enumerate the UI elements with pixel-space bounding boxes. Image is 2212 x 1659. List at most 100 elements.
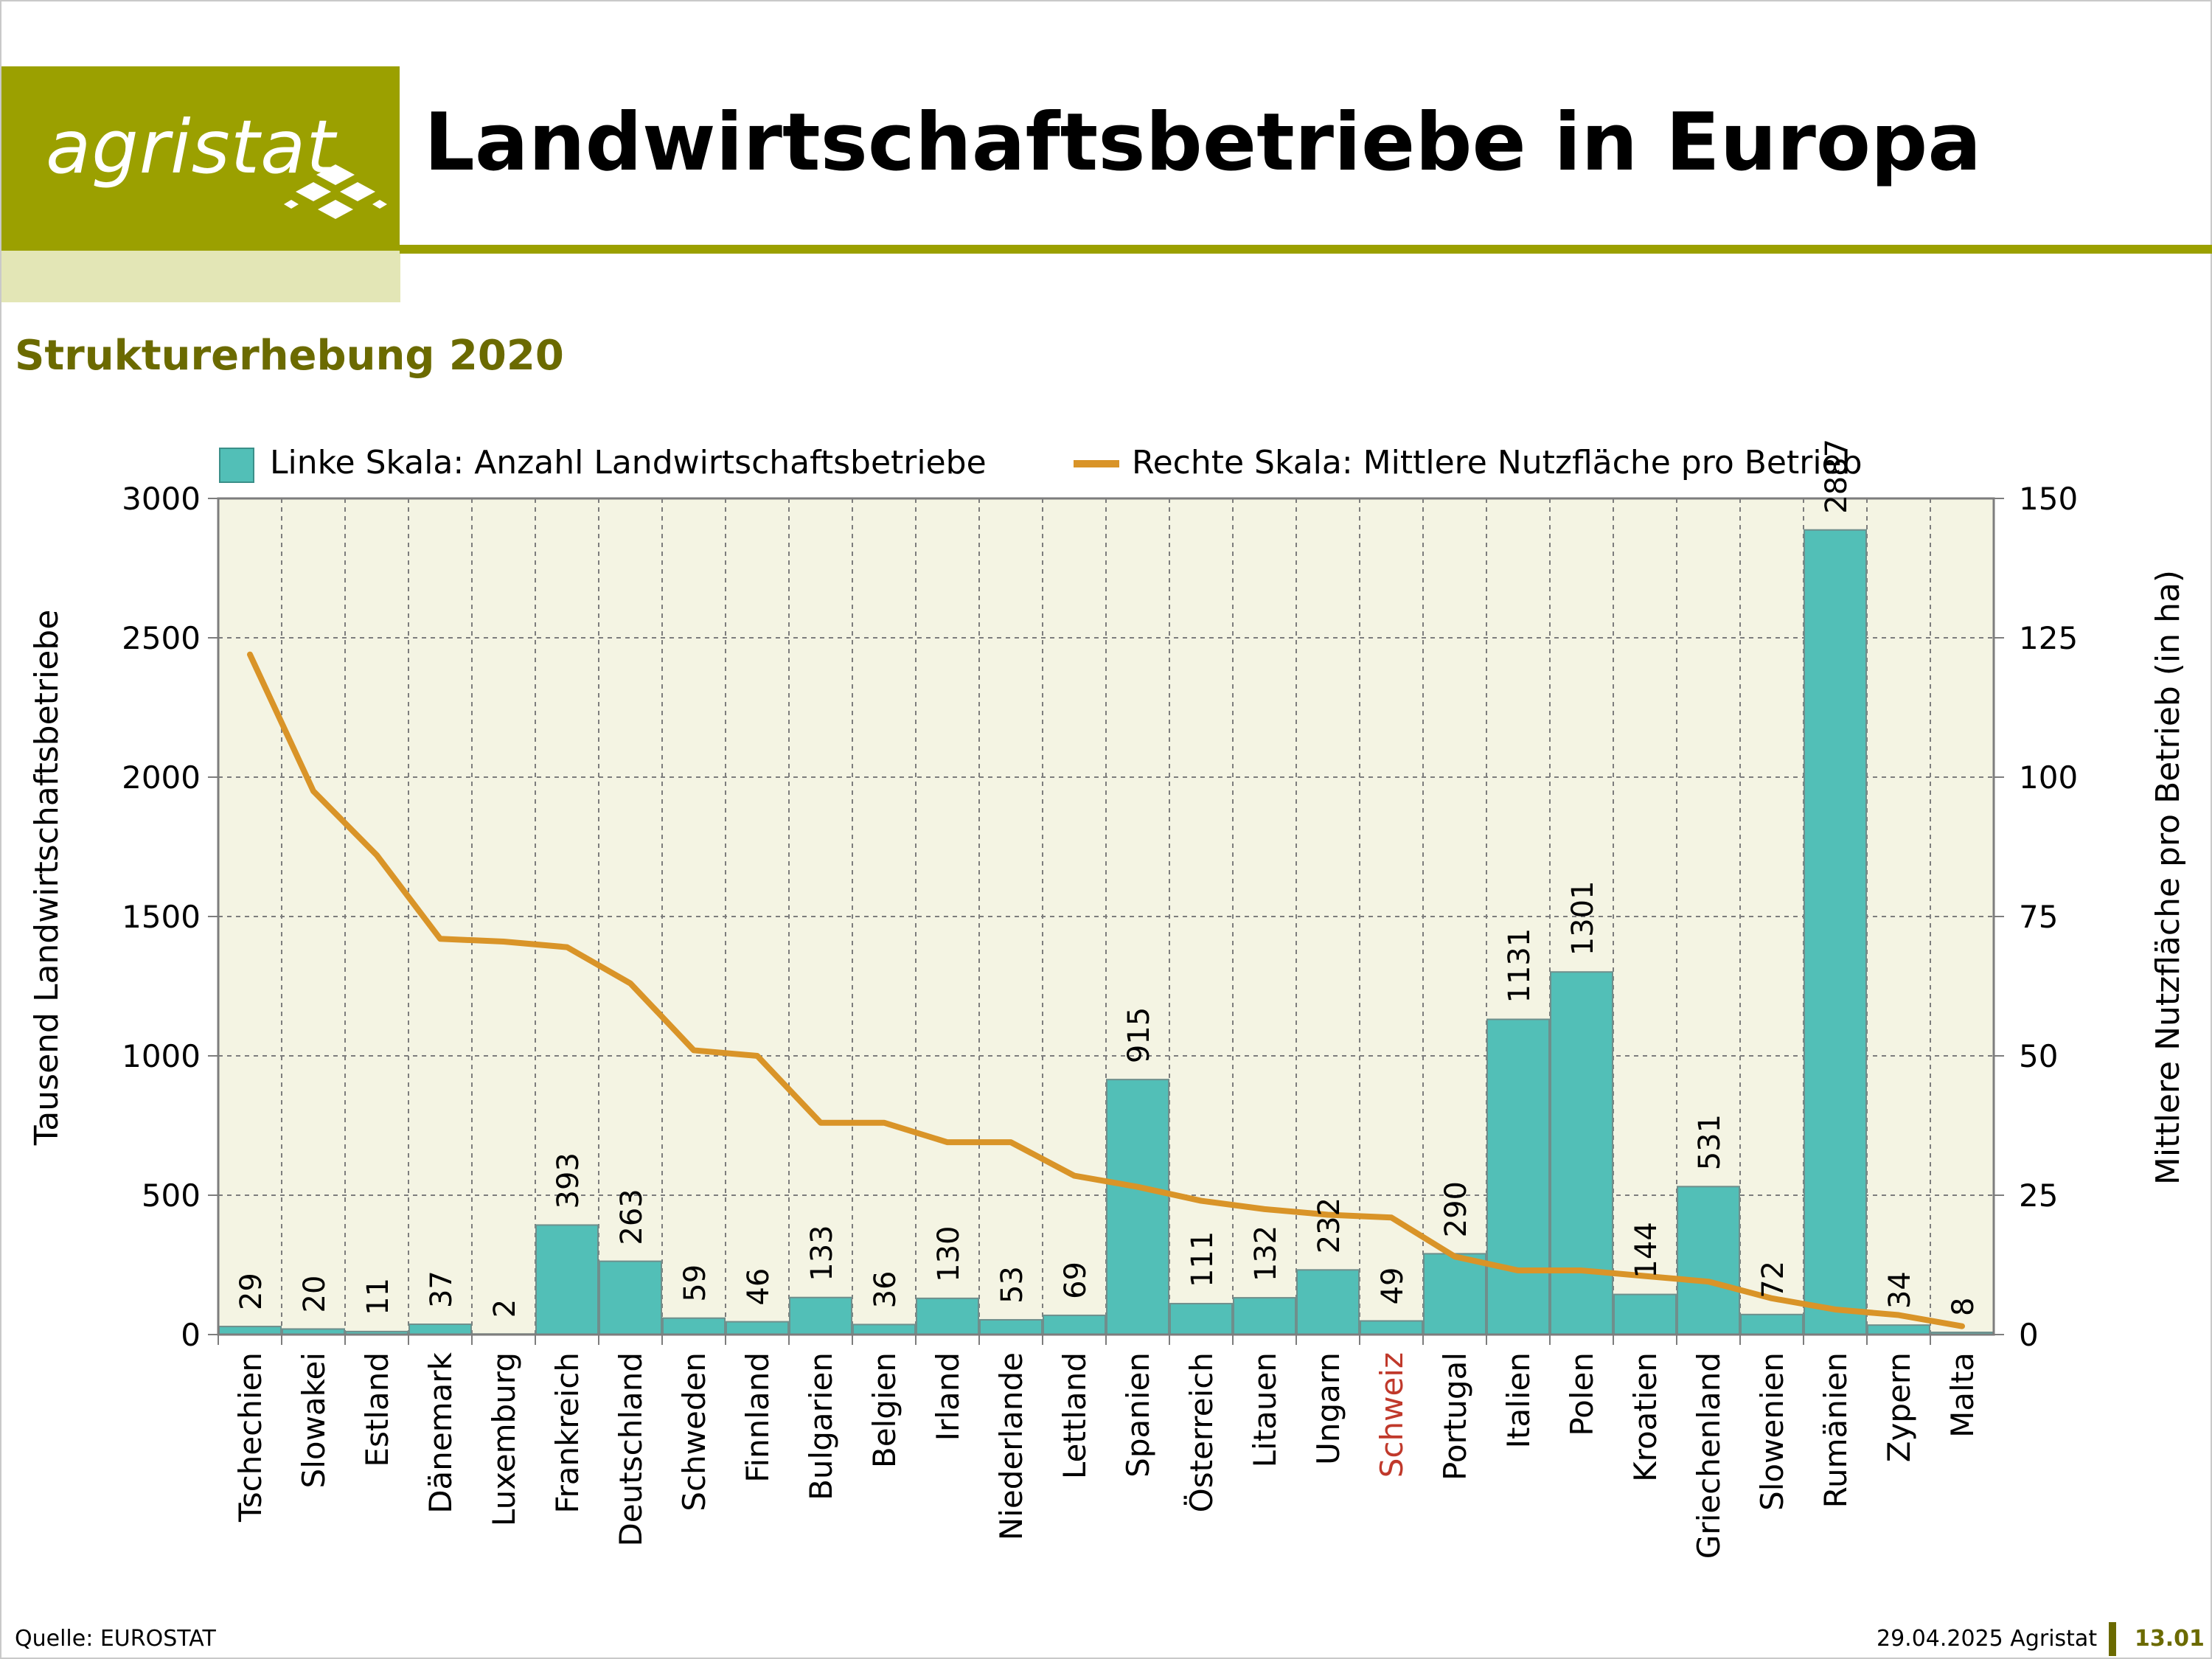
bar-3 <box>408 1324 472 1336</box>
bar-17 <box>1296 1269 1360 1335</box>
bar-24 <box>1740 1313 1804 1336</box>
data-label: 915 <box>1122 1007 1156 1063</box>
plot-area: 29 20 11 37 2 393 263 59 46 133 36 130 53 69 915 111 132… <box>122 439 2078 1559</box>
data-label: 29 <box>234 1273 268 1310</box>
x-tick-label: Estland <box>359 1352 395 1467</box>
y-tick-label: 3000 <box>122 481 201 517</box>
bar-21 <box>1550 971 1613 1336</box>
y-axis-label: Tausend Landwirtschaftsbetriebe <box>28 610 66 1147</box>
y-tick-label: 1500 <box>122 899 201 935</box>
page-title: Landwirtschaftsbetriebe in Europa <box>424 97 1982 189</box>
x-tick-label: Lettland <box>1057 1352 1093 1479</box>
bar-15 <box>1169 1303 1233 1335</box>
legend-bar-swatch <box>219 448 254 483</box>
bar-13 <box>1043 1314 1106 1335</box>
data-label: 132 <box>1249 1225 1283 1281</box>
data-label: 2887 <box>1820 439 1854 514</box>
y-tick-label: 500 <box>142 1178 201 1214</box>
bar-16 <box>1233 1297 1296 1336</box>
x-tick-label: Portugal <box>1437 1352 1473 1481</box>
y-tick-label: 1000 <box>122 1038 201 1074</box>
x-tick-label: Malta <box>1944 1352 1980 1438</box>
bar-7 <box>662 1317 726 1335</box>
data-label: 49 <box>1376 1267 1410 1305</box>
x-tick-label: Tschechien <box>232 1352 268 1523</box>
data-label: 290 <box>1439 1181 1473 1237</box>
y2-tick-label: 125 <box>2019 620 2078 656</box>
data-label: 72 <box>1756 1261 1790 1298</box>
y-tick-label: 2000 <box>122 759 201 796</box>
footer-divider <box>2109 1622 2116 1656</box>
logo-text: agristat <box>46 104 336 190</box>
bar-20 <box>1486 1018 1550 1336</box>
data-label: 20 <box>298 1276 332 1313</box>
x-tick-label: Griechenland <box>1691 1352 1727 1559</box>
x-tick-label: Polen <box>1564 1352 1600 1436</box>
x-tick-label: Zypern <box>1881 1352 1917 1462</box>
bar-8 <box>726 1321 789 1336</box>
x-tick-label: Slowakei <box>296 1352 332 1488</box>
bar-26 <box>1867 1324 1930 1335</box>
y2-tick-label: 25 <box>2019 1178 2058 1214</box>
x-tick-label: Spanien <box>1120 1352 1156 1478</box>
data-label: 34 <box>1883 1271 1917 1309</box>
bar-9 <box>789 1296 852 1335</box>
x-tick-label: Frankreich <box>549 1352 585 1514</box>
x-tick-label: Irland <box>930 1352 966 1441</box>
bar-22 <box>1613 1293 1677 1335</box>
data-label: 69 <box>1059 1262 1093 1299</box>
x-tick-label: Slowenien <box>1754 1352 1790 1511</box>
data-label: 263 <box>615 1189 649 1245</box>
x-tick-label: Schweden <box>676 1352 712 1512</box>
x-tick-label: Finnland <box>740 1352 776 1483</box>
data-label: 393 <box>552 1152 585 1208</box>
y2-tick-label: 75 <box>2019 899 2058 935</box>
date-brand: 29.04.2025 Agristat <box>1877 1626 2098 1652</box>
bar-23 <box>1677 1186 1740 1335</box>
bar-6 <box>599 1260 662 1336</box>
bar-18 <box>1360 1320 1423 1336</box>
y-tick-label: 0 <box>181 1317 201 1353</box>
x-tick-label: Litauen <box>1247 1352 1283 1467</box>
data-label: 1301 <box>1566 880 1600 956</box>
header-rule <box>400 245 2212 254</box>
data-label: 59 <box>678 1265 712 1302</box>
x-tick-label: Dänemark <box>422 1352 459 1513</box>
source-note: Quelle: EUROSTAT <box>15 1626 216 1652</box>
x-tick-label: Ungarn <box>1310 1352 1346 1465</box>
y2-tick-label: 150 <box>2019 481 2078 517</box>
page-subtitle: Strukturerhebung 2020 <box>15 332 564 380</box>
data-label: 144 <box>1630 1222 1663 1278</box>
x-tick-label: Niederlande <box>993 1352 1029 1540</box>
x-tick-label: Deutschland <box>613 1352 649 1547</box>
y2-tick-label: 50 <box>2019 1038 2058 1074</box>
x-tick-label: Kroatien <box>1627 1352 1663 1482</box>
x-tick-label: Österreich <box>1183 1352 1220 1512</box>
data-label: 11 <box>361 1278 395 1315</box>
bar-14 <box>1106 1079 1169 1335</box>
data-label: 53 <box>995 1266 1029 1304</box>
x-tick-label: Rumänien <box>1818 1352 1854 1508</box>
bar-19 <box>1423 1253 1486 1336</box>
data-label: 531 <box>1693 1114 1727 1170</box>
data-label: 232 <box>1312 1197 1346 1253</box>
x-tick-label: Schweiz <box>1374 1352 1410 1478</box>
x-tick-label: Luxemburg <box>486 1352 522 1526</box>
data-label: 37 <box>425 1270 459 1308</box>
diamond-pattern-icon <box>284 164 387 219</box>
y2-tick-label: 100 <box>2019 759 2078 796</box>
x-tick-label: Bulgarien <box>803 1352 839 1500</box>
data-label: 46 <box>742 1268 776 1306</box>
data-label: 133 <box>805 1225 839 1281</box>
bar-5 <box>535 1224 599 1336</box>
x-tick-label: Belgien <box>866 1352 902 1468</box>
bar-11 <box>916 1297 979 1335</box>
data-label: 2 <box>488 1299 522 1318</box>
data-label: 130 <box>932 1226 966 1282</box>
logo-panel <box>1 66 400 251</box>
bar-0 <box>218 1326 282 1335</box>
y2-tick-label: 0 <box>2019 1317 2039 1353</box>
legend-line-label: Rechte Skala: Mittlere Nutzfläche pro Be… <box>1132 444 1863 481</box>
y-tick-label: 2500 <box>122 620 201 656</box>
